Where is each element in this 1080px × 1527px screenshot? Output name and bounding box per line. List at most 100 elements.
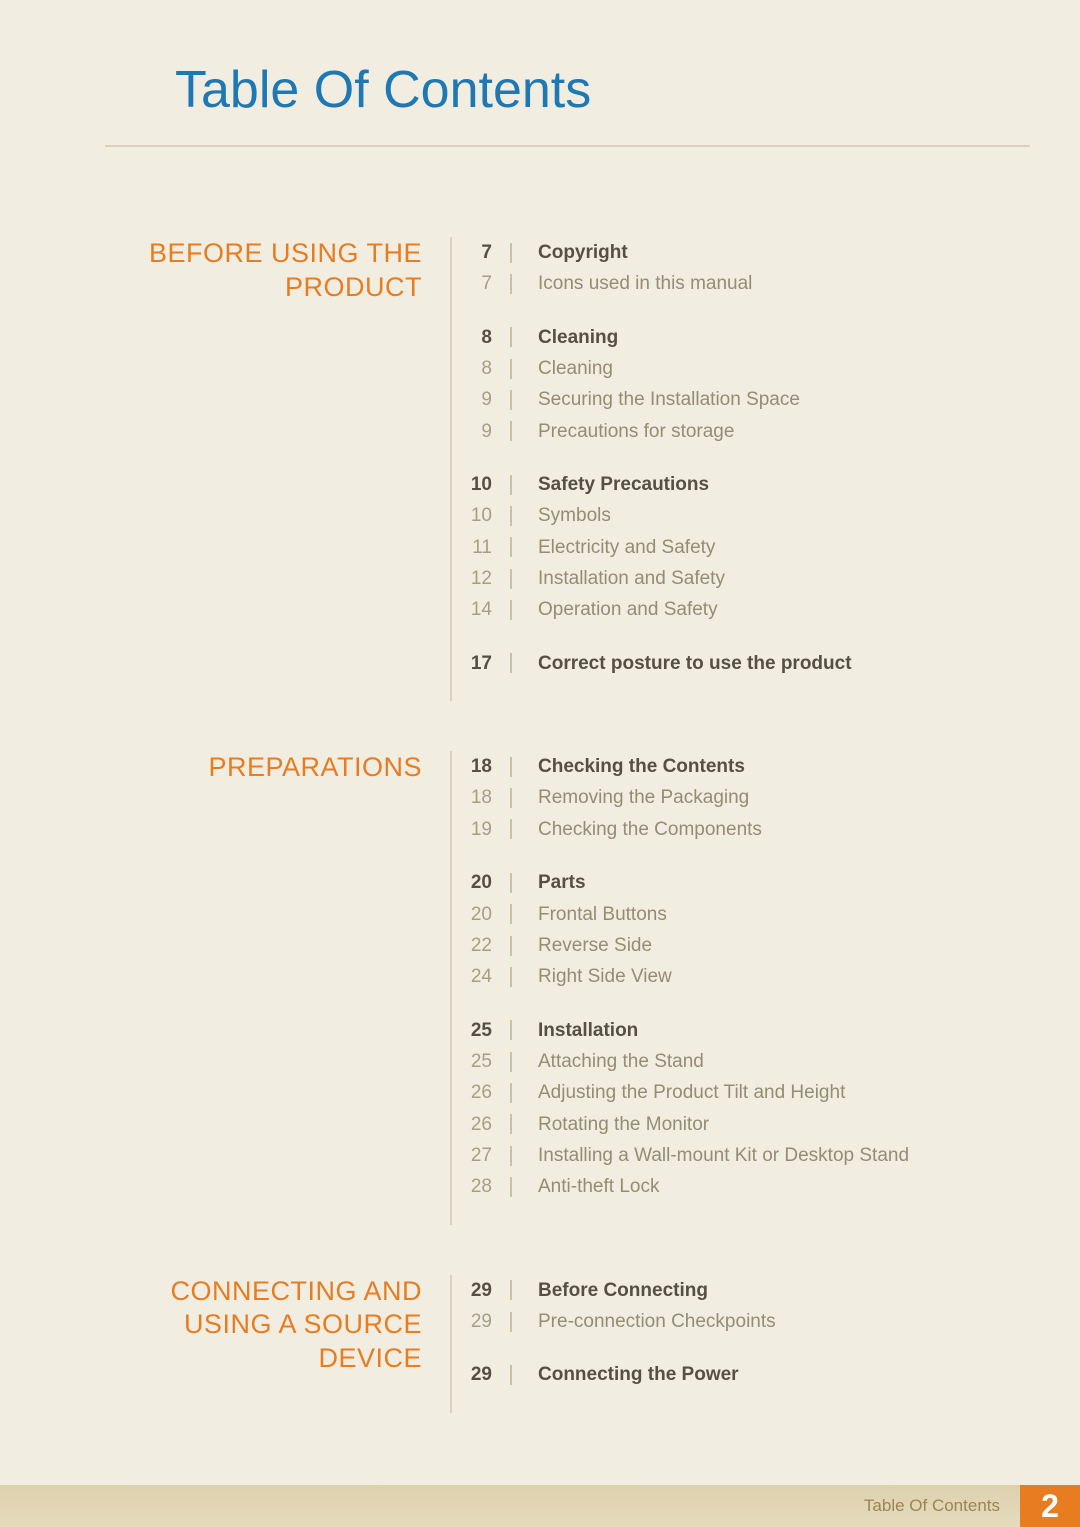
toc-row: 20Frontal Buttons [452,899,1020,930]
toc-separator [510,1275,522,1306]
toc-separator [510,782,522,813]
toc-separator [510,532,522,563]
toc-page-number: 20 [452,867,510,898]
toc-entry-text: Frontal Buttons [522,899,667,930]
toc-entry-text: Reverse Side [522,930,652,961]
toc-group: 18Checking the Contents18Removing the Pa… [452,751,1020,845]
toc-group: 29Before Connecting29 Pre-connection Chec… [452,1275,1020,1338]
toc-row: 9 Precautions for storage [452,416,1020,447]
section-heading: CONNECTING AND USING A SOURCE DEVICE [105,1275,450,1413]
toc-separator [510,594,522,625]
toc-entry-text: Rotating the Monitor [522,1109,709,1140]
toc-page-number: 9 [452,384,510,415]
footer-bar: Table Of Contents [0,1485,1020,1527]
toc-separator [510,563,522,594]
toc-row: 29Before Connecting [452,1275,1020,1306]
toc-separator [510,1140,522,1171]
toc-page-number: 17 [452,648,510,679]
toc-separator [510,353,522,384]
toc-row: 11Electricity and Safety [452,532,1020,563]
toc-container: BEFORE USING THE PRODUCT7Copyright7Icons… [0,147,1080,1413]
toc-separator [510,899,522,930]
toc-page-number: 29 [452,1306,510,1337]
toc-page-number: 7 [452,268,510,299]
toc-row: 8 Cleaning [452,353,1020,384]
toc-separator [510,867,522,898]
toc-separator [510,1109,522,1140]
footer-page-number: 2 [1020,1485,1080,1527]
toc-row: 25 Installation [452,1015,1020,1046]
toc-page-number: 18 [452,751,510,782]
toc-row: 27Installing a Wall-mount Kit or Desktop… [452,1140,1020,1171]
toc-row: 10 Symbols [452,500,1020,531]
section-heading: BEFORE USING THE PRODUCT [105,237,450,701]
toc-page-number: 26 [452,1109,510,1140]
toc-entry-text: Attaching the Stand [522,1046,704,1077]
toc-page-number: 9 [452,416,510,447]
toc-entry-text: Cleaning [522,353,613,384]
toc-separator [510,322,522,353]
toc-group: 17 Correct posture to use the product [452,648,1020,679]
toc-group: 25Installation25Attaching the Stand26Adj… [452,1015,1020,1203]
toc-separator [510,814,522,845]
toc-separator [510,268,522,299]
toc-row: 10 Safety Precautions [452,469,1020,500]
toc-entry-text: Symbols [522,500,611,531]
toc-row: 7Icons used in this manual [452,268,1020,299]
toc-page-number: 29 [452,1359,510,1390]
toc-entry-text: Checking the Components [522,814,762,845]
toc-group: 8Cleaning8Cleaning9Securing the Installa… [452,322,1020,447]
toc-entry-text: Correct posture to use the product [522,648,852,679]
toc-row: 28Anti-theft Lock [452,1171,1020,1202]
toc-row: 29 Pre-connection Checkpoints [452,1306,1020,1337]
toc-page-number: 25 [452,1015,510,1046]
toc-entry-text: Parts [522,867,586,898]
toc-page-number: 12 [452,563,510,594]
toc-entry-text: Operation and Safety [522,594,718,625]
toc-row: 7Copyright [452,237,1020,268]
toc-separator [510,1015,522,1046]
toc-row: 29 Connecting the Power [452,1359,1020,1390]
toc-entry-text: Installation and Safety [522,563,725,594]
toc-group: 20 Parts20Frontal Buttons22Reverse Side24… [452,867,1020,992]
toc-page-number: 8 [452,353,510,384]
toc-separator [510,1306,522,1337]
toc-separator [510,237,522,268]
toc-entry-text: Electricity and Safety [522,532,715,563]
toc-page-number: 10 [452,500,510,531]
toc-page-number: 24 [452,961,510,992]
toc-row: 20 Parts [452,867,1020,898]
toc-section: CONNECTING AND USING A SOURCE DEVICE29Be… [105,1275,1020,1413]
toc-entry-text: Adjusting the Product Tilt and Height [522,1077,845,1108]
toc-row: 25Attaching the Stand [452,1046,1020,1077]
toc-separator [510,930,522,961]
footer: Table Of Contents 2 [0,1485,1080,1527]
toc-separator [510,648,522,679]
toc-entry-text: Right Side View [522,961,672,992]
toc-entry-text: Checking the Contents [522,751,745,782]
toc-row: 22Reverse Side [452,930,1020,961]
toc-entry-text: Anti-theft Lock [522,1171,659,1202]
toc-page-number: 10 [452,469,510,500]
toc-entry-text: Pre-connection Checkpoints [522,1306,776,1337]
toc-row: 8 Cleaning [452,322,1020,353]
section-content: 18Checking the Contents18Removing the Pa… [450,751,1020,1224]
toc-entry-text: Before Connecting [522,1275,708,1306]
toc-separator [510,384,522,415]
toc-page-number: 27 [452,1140,510,1171]
toc-entry-text: Precautions for storage [522,416,734,447]
toc-row: 26 Adjusting the Product Tilt and Height [452,1077,1020,1108]
footer-label: Table Of Contents [864,1496,1000,1516]
toc-page-number: 26 [452,1077,510,1108]
toc-entry-text: Cleaning [522,322,618,353]
toc-row: 14Operation and Safety [452,594,1020,625]
toc-entry-text: Connecting the Power [522,1359,739,1390]
toc-row: 19Checking the Components [452,814,1020,845]
toc-entry-text: Installation [522,1015,638,1046]
toc-entry-text: Safety Precautions [522,469,709,500]
toc-entry-text: Copyright [522,237,628,268]
toc-group: 10 Safety Precautions 10 Symbols11Electrici… [452,469,1020,626]
toc-row: 18 Checking the Contents [452,751,1020,782]
toc-separator [510,1077,522,1108]
toc-page-number: 8 [452,322,510,353]
